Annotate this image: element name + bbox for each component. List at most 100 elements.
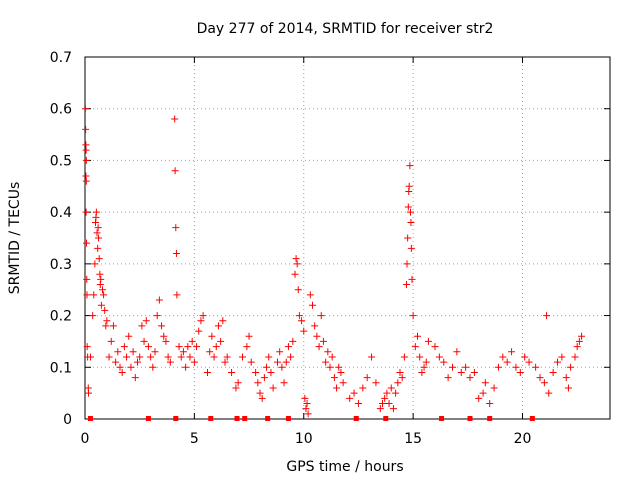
data-point	[449, 363, 456, 371]
data-point	[324, 348, 332, 356]
data-point	[503, 358, 511, 366]
data-point	[199, 312, 207, 320]
data-point	[144, 343, 152, 351]
data-point	[339, 379, 347, 387]
data-point	[462, 363, 470, 371]
data-point	[549, 368, 557, 376]
data-point	[212, 343, 220, 351]
data-point	[398, 374, 406, 382]
data-point	[94, 224, 102, 232]
zero-value-point	[234, 416, 240, 421]
data-point	[90, 291, 98, 299]
data-point	[330, 374, 338, 382]
data-point	[400, 353, 408, 361]
data-point	[112, 358, 120, 366]
data-point	[95, 255, 103, 263]
zero-value-point	[285, 416, 291, 421]
data-point	[193, 343, 201, 351]
data-point	[466, 374, 474, 382]
data-point	[543, 312, 551, 320]
data-point	[567, 363, 575, 371]
data-point	[243, 343, 251, 351]
data-point	[306, 291, 314, 299]
y-tick-label: 0	[63, 412, 72, 428]
data-point	[475, 394, 483, 402]
data-point	[376, 405, 384, 413]
data-point	[160, 332, 168, 340]
data-point	[516, 368, 524, 376]
data-point	[490, 384, 498, 392]
data-series-str2	[81, 105, 586, 418]
data-point	[123, 353, 131, 361]
data-point	[313, 332, 321, 340]
data-point	[91, 260, 99, 268]
data-point	[127, 363, 135, 371]
data-point	[109, 322, 117, 330]
data-point	[453, 348, 461, 356]
data-point	[219, 317, 227, 325]
data-point	[335, 363, 343, 371]
data-point	[457, 368, 465, 376]
data-point	[387, 384, 395, 392]
data-point	[411, 343, 419, 351]
data-point	[82, 156, 90, 164]
data-point	[260, 374, 268, 382]
data-point	[420, 363, 428, 371]
zero-value-point	[383, 416, 389, 421]
data-point	[82, 146, 90, 154]
data-point	[184, 343, 192, 351]
zero-value-point	[242, 416, 248, 421]
data-point	[396, 368, 404, 376]
data-point	[256, 389, 264, 397]
data-point	[512, 363, 520, 371]
data-point	[301, 394, 309, 402]
data-point	[172, 224, 180, 232]
data-point	[228, 368, 236, 376]
data-point	[444, 374, 452, 382]
data-point	[379, 399, 386, 407]
zero-value-point	[173, 416, 179, 421]
data-point	[383, 389, 391, 397]
data-point	[292, 255, 300, 263]
data-point	[186, 353, 194, 361]
data-point	[291, 270, 299, 278]
data-point	[96, 270, 104, 278]
data-point	[408, 275, 416, 283]
data-point	[403, 260, 411, 268]
data-point	[83, 343, 91, 351]
data-point	[136, 353, 144, 361]
data-point	[100, 291, 108, 299]
data-point	[147, 353, 155, 361]
zero-value-point	[145, 416, 151, 421]
data-point	[481, 379, 489, 387]
data-point	[254, 379, 262, 387]
y-tick-label: 0.5	[50, 153, 72, 169]
data-point	[223, 353, 231, 361]
data-point	[190, 358, 198, 366]
data-point	[221, 358, 229, 366]
grid	[85, 57, 610, 419]
chart-title: Day 277 of 2014, SRMTID for receiver str…	[197, 21, 494, 37]
data-point	[101, 306, 109, 314]
data-point	[404, 203, 412, 211]
data-point	[407, 244, 415, 252]
data-point	[284, 343, 292, 351]
data-point	[389, 405, 397, 413]
data-point	[289, 337, 297, 345]
data-point	[118, 368, 126, 376]
data-point	[252, 368, 260, 376]
data-point	[280, 379, 288, 387]
data-point	[333, 384, 341, 392]
zero-value-point	[529, 416, 535, 421]
data-point	[326, 363, 334, 371]
x-tick-label: 20	[514, 431, 532, 447]
zero-value-markers	[87, 416, 535, 421]
data-point	[479, 389, 487, 397]
data-point	[319, 337, 327, 345]
data-point	[540, 379, 548, 387]
data-point	[359, 384, 367, 392]
data-point	[171, 167, 179, 175]
data-point	[138, 322, 146, 330]
data-point	[172, 250, 180, 258]
zero-value-point	[439, 416, 445, 421]
